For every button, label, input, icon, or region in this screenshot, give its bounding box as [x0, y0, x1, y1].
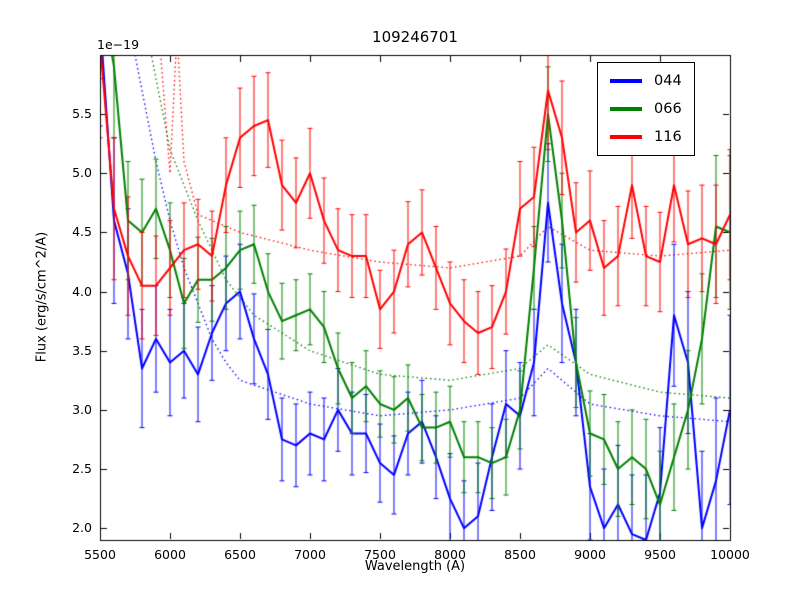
legend-item-044: 044 [610, 72, 682, 90]
x-tick-label: 5500 [84, 547, 116, 562]
y-tick-label: 5.5 [72, 106, 92, 122]
legend-line-swatch [610, 107, 642, 111]
x-tick-label: 6500 [224, 547, 256, 562]
y-tick-label: 3.0 [72, 401, 92, 417]
chart-title: 109246701 [372, 28, 458, 46]
legend-label: 066 [654, 101, 682, 117]
legend-label: 044 [654, 73, 682, 89]
legend-item-116: 116 [610, 128, 682, 146]
x-tick-label: 7000 [294, 547, 326, 562]
legend-item-066: 066 [610, 100, 682, 118]
x-tick-label: 7500 [364, 547, 396, 562]
y-tick-label: 4.5 [72, 224, 92, 240]
y-tick-label: 2.5 [72, 461, 92, 477]
y-tick-label: 2.0 [72, 520, 92, 536]
y-tick-label: 4.0 [72, 283, 92, 299]
y-axis-offset-text: 1e−19 [97, 37, 140, 52]
legend-line-swatch [610, 79, 642, 83]
x-tick-label: 8500 [504, 547, 536, 562]
x-tick-label: 10000 [710, 547, 750, 562]
legend-label: 116 [654, 129, 682, 145]
x-tick-label: 8000 [434, 547, 466, 562]
x-tick-label: 9000 [574, 547, 606, 562]
x-axis-label: Wavelength (A) [364, 559, 466, 574]
legend: 044 066 116 [597, 62, 695, 156]
x-tick-label: 9500 [644, 547, 676, 562]
legend-line-swatch [610, 135, 642, 139]
y-tick-label: 5.0 [72, 165, 92, 181]
x-tick-label: 6000 [154, 547, 186, 562]
y-tick-label: 3.5 [72, 342, 92, 358]
